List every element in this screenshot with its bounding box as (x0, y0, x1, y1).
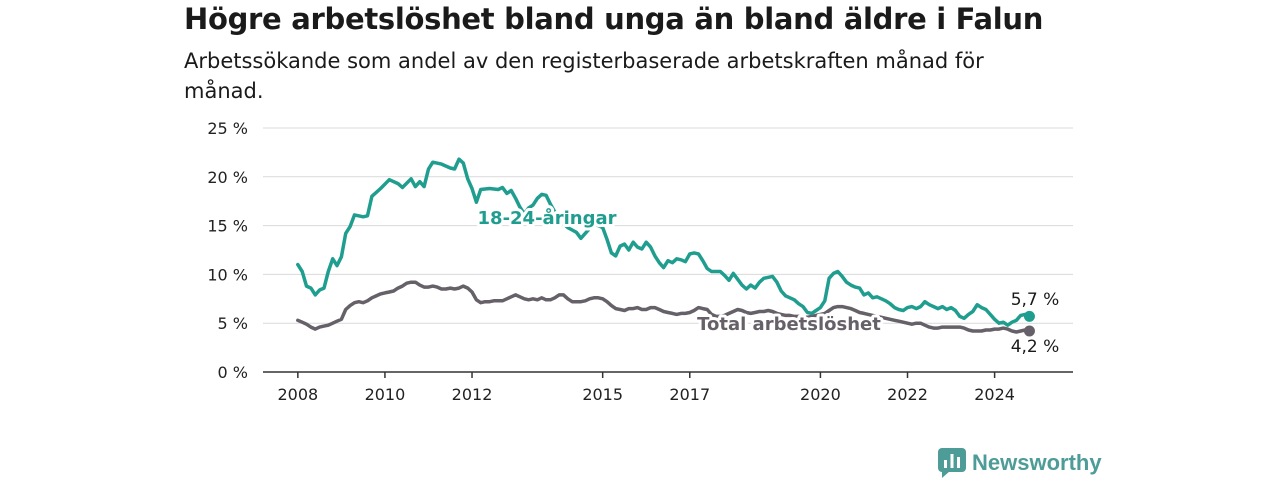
y-tick-label: 10 % (207, 265, 248, 284)
y-tick-label: 20 % (207, 168, 248, 187)
x-tick-label: 2008 (277, 385, 318, 404)
y-tick-label: 25 % (207, 119, 248, 138)
series-label-youth: 18-24-åringar (478, 207, 617, 229)
newsworthy-logo-icon (938, 448, 966, 478)
y-tick-label: 15 % (207, 217, 248, 236)
series-label-total-halo: Total arbetslöshet (697, 314, 881, 335)
chart-subtitle: Arbetssökande som andel av den registerb… (184, 49, 984, 103)
gridlines (263, 127, 1073, 324)
brand-name: Newsworthy (972, 450, 1102, 475)
series-lines (296, 157, 1035, 337)
x-tick-label: 2010 (365, 385, 406, 404)
x-tick-label: 2015 (582, 385, 623, 404)
x-tick-label: 2024 (974, 385, 1015, 404)
x-tick-label: 2017 (669, 385, 710, 404)
x-tick-label: 2012 (452, 385, 493, 404)
end-label-youth: 5,7 % (1011, 290, 1060, 310)
end-label-total: 4,2 % (1011, 337, 1060, 357)
newsworthy-brand[interactable]: Newsworthy (938, 448, 1102, 478)
end-dot-youth (1023, 310, 1035, 322)
y-tick-label: 0 % (218, 363, 248, 382)
series-label-total: Total arbetslöshet (697, 314, 881, 335)
y-tick-label: 5 % (218, 314, 248, 333)
y-axis: 0 % 5 % 10 % 15 % 20 % 25 % (207, 119, 248, 382)
chart-title: Högre arbetslöshet bland unga än bland ä… (184, 2, 1044, 36)
x-tick-label: 2020 (800, 385, 841, 404)
series-line-total (296, 280, 1032, 334)
x-axis: 2008 2010 2012 2015 2017 2020 2022 2024 (263, 371, 1073, 404)
series-label-youth-halo: 18-24-åringar (478, 207, 617, 229)
end-dot-total (1023, 325, 1035, 337)
series-line-youth (296, 157, 1032, 327)
x-tick-label: 2022 (887, 385, 928, 404)
